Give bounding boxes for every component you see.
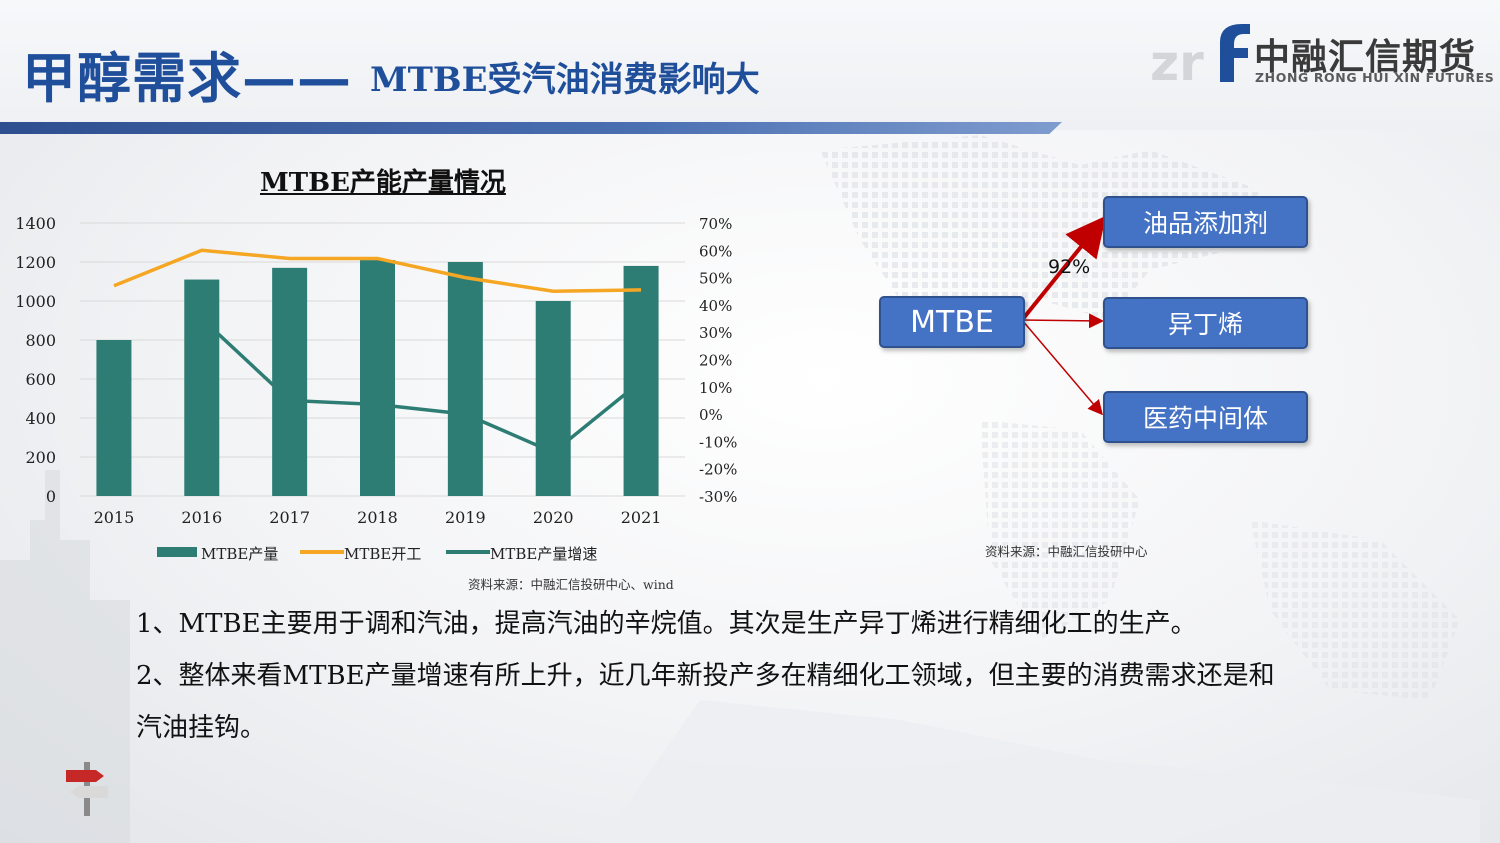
bar-production (184, 279, 220, 496)
y-right-tick-label: 60% (699, 242, 732, 260)
y-right-tick-label: -30% (699, 488, 737, 506)
y-right-tick-label: 50% (699, 270, 732, 288)
diagram-source: 资料来源：中融汇信投研中心 (985, 544, 1148, 559)
y-left-tick-label: 1400 (15, 214, 56, 233)
title-underline-bar (0, 122, 1062, 134)
y-right-tick-label: 20% (699, 352, 732, 370)
y-left-tick-label: 1200 (15, 253, 56, 272)
bar-production (447, 262, 483, 496)
bar-production (272, 267, 308, 496)
zrf-logo-icon: zr (1150, 24, 1250, 92)
paragraph-3: 汽油挂钩。 (136, 713, 267, 743)
page-subtitle: MTBE受汽油消费影响大 (370, 60, 760, 100)
bar-production (360, 260, 395, 496)
svg-text:zr: zr (1150, 34, 1204, 90)
y-left-tick-label: 0 (46, 487, 56, 506)
signpost-icon (66, 762, 108, 816)
y-right-tick-label: 0% (699, 406, 723, 424)
y-left-tick-label: 600 (25, 370, 56, 389)
y-left-tick-label: 200 (25, 448, 56, 467)
y-right-tick-label: -10% (699, 433, 737, 451)
x-tick-label: 2017 (269, 508, 310, 527)
bar-production (623, 265, 659, 496)
node-isobutylene: 异丁烯 (1103, 297, 1308, 349)
y-right-tick-label: 10% (699, 379, 732, 397)
y-left-tick-label: 1000 (15, 292, 56, 311)
logo-chinese-name: 中融汇信期货 (1254, 37, 1477, 78)
header-band (0, 0, 1500, 130)
line-production-growth (200, 317, 643, 455)
node-pharma-intermediate: 医药中间体 (1103, 391, 1308, 443)
mtbe-chart: 0 200 400 600 800 1000 1200 1400 -30% -20% -10% 0% 1… (15, 214, 737, 563)
logo-english-name: ZHONG RONG HUI XIN FUTURES (1255, 70, 1495, 85)
page-title: 甲醇需求—— (22, 46, 352, 110)
paragraph-2: 2、整体来看MTBE产量增速有所上升，近几年新投产多在精细化工领域，但主要的消费… (136, 661, 1275, 691)
node-mtbe: MTBE (879, 296, 1025, 348)
y-left-tick-label: 400 (25, 409, 56, 428)
share-label: 92% (1048, 256, 1091, 278)
legend-swatch (157, 547, 197, 557)
x-tick-label: 2021 (621, 508, 662, 527)
x-tick-label: 2016 (181, 508, 222, 527)
line-operating-rate (113, 248, 642, 294)
x-tick-label: 2020 (533, 508, 574, 527)
y-left-tick-label: 800 (25, 331, 56, 350)
y-right-tick-label: 30% (699, 324, 732, 342)
chart-title: MTBE产能产量情况 (260, 168, 506, 198)
y-right-tick-label: -20% (699, 461, 737, 479)
legend-label: MTBE开工 (344, 545, 421, 563)
node-fuel-additive: 油品添加剂 (1103, 196, 1308, 248)
y-right-tick-label: 40% (699, 297, 732, 315)
paragraph-1: 1、MTBE主要用于调和汽油，提高汽油的辛烷值。其次是生产异丁烯进行精细化工的生… (136, 609, 1197, 639)
x-tick-label: 2018 (357, 508, 398, 527)
y-right-tick-label: 70% (699, 215, 732, 233)
bar-production (535, 301, 571, 496)
legend-label: MTBE产量 (201, 545, 278, 563)
arrow-to-pharma-intermediate (1021, 319, 1103, 416)
x-tick-label: 2019 (445, 508, 486, 527)
x-tick-label: 2015 (94, 508, 135, 527)
company-logo: zr 中融汇信期货 ZHONG RONG HUI XIN FUTURES (1150, 20, 1494, 92)
legend-label: MTBE产量增速 (490, 545, 597, 563)
bar-production (96, 340, 132, 496)
arrow-to-isobutylene (1021, 313, 1104, 329)
chart-source: 资料来源：中融汇信投研中心、wind (468, 577, 674, 592)
